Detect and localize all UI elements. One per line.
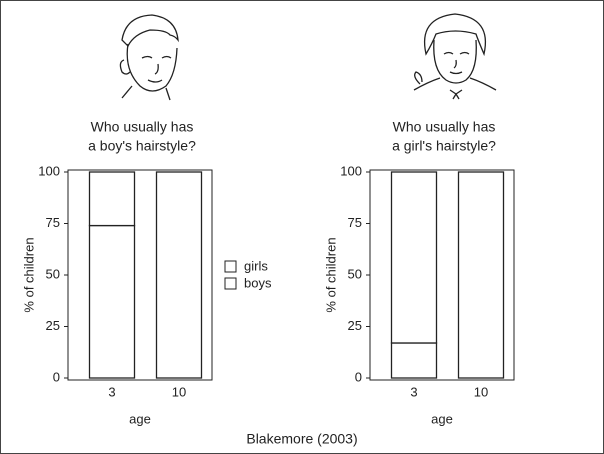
y-axis-label: % of children (323, 237, 338, 312)
chart-title: a girl's hairstyle? (392, 138, 496, 154)
legend-swatch (224, 277, 237, 290)
chart-title: a boy's hairstyle? (88, 138, 196, 154)
x-axis-label: age (431, 411, 453, 426)
bar-segment (88, 171, 136, 227)
y-axis-label: % of children (21, 237, 36, 312)
y-tick-label: 50 (46, 266, 60, 281)
y-tick-label: 50 (348, 266, 362, 281)
source: Blakemore (2003) (246, 431, 357, 447)
y-tick-label: 75 (348, 215, 362, 230)
legend-label: girls (244, 258, 268, 273)
bar-segment (390, 342, 438, 379)
legend-swatch (224, 260, 237, 273)
legend-label: boys (244, 275, 272, 290)
x-tick-label: 3 (108, 384, 115, 399)
y-tick-label: 0 (53, 369, 60, 384)
bar-segment (457, 171, 505, 379)
y-tick-label: 25 (46, 318, 60, 333)
girl-drawing (413, 13, 497, 100)
y-tick-label: 25 (348, 318, 362, 333)
chart-title: Who usually has (91, 119, 194, 135)
x-tick-label: 3 (410, 384, 417, 399)
boy-drawing (119, 14, 179, 101)
y-tick-label: 100 (340, 163, 362, 178)
bar-segment (88, 224, 136, 379)
x-axis-label: age (129, 411, 151, 426)
chart-title: Who usually has (393, 119, 496, 135)
x-tick-label: 10 (474, 384, 488, 399)
bar-segment (155, 171, 203, 379)
y-tick-label: 0 (355, 369, 362, 384)
bar-segment (390, 171, 438, 344)
x-tick-label: 10 (172, 384, 186, 399)
y-tick-label: 75 (46, 215, 60, 230)
y-tick-label: 100 (38, 163, 60, 178)
